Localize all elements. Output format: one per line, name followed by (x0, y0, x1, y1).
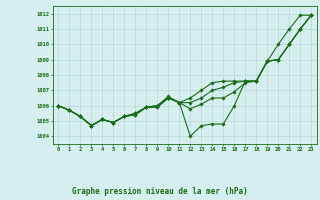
Text: Graphe pression niveau de la mer (hPa): Graphe pression niveau de la mer (hPa) (72, 187, 248, 196)
